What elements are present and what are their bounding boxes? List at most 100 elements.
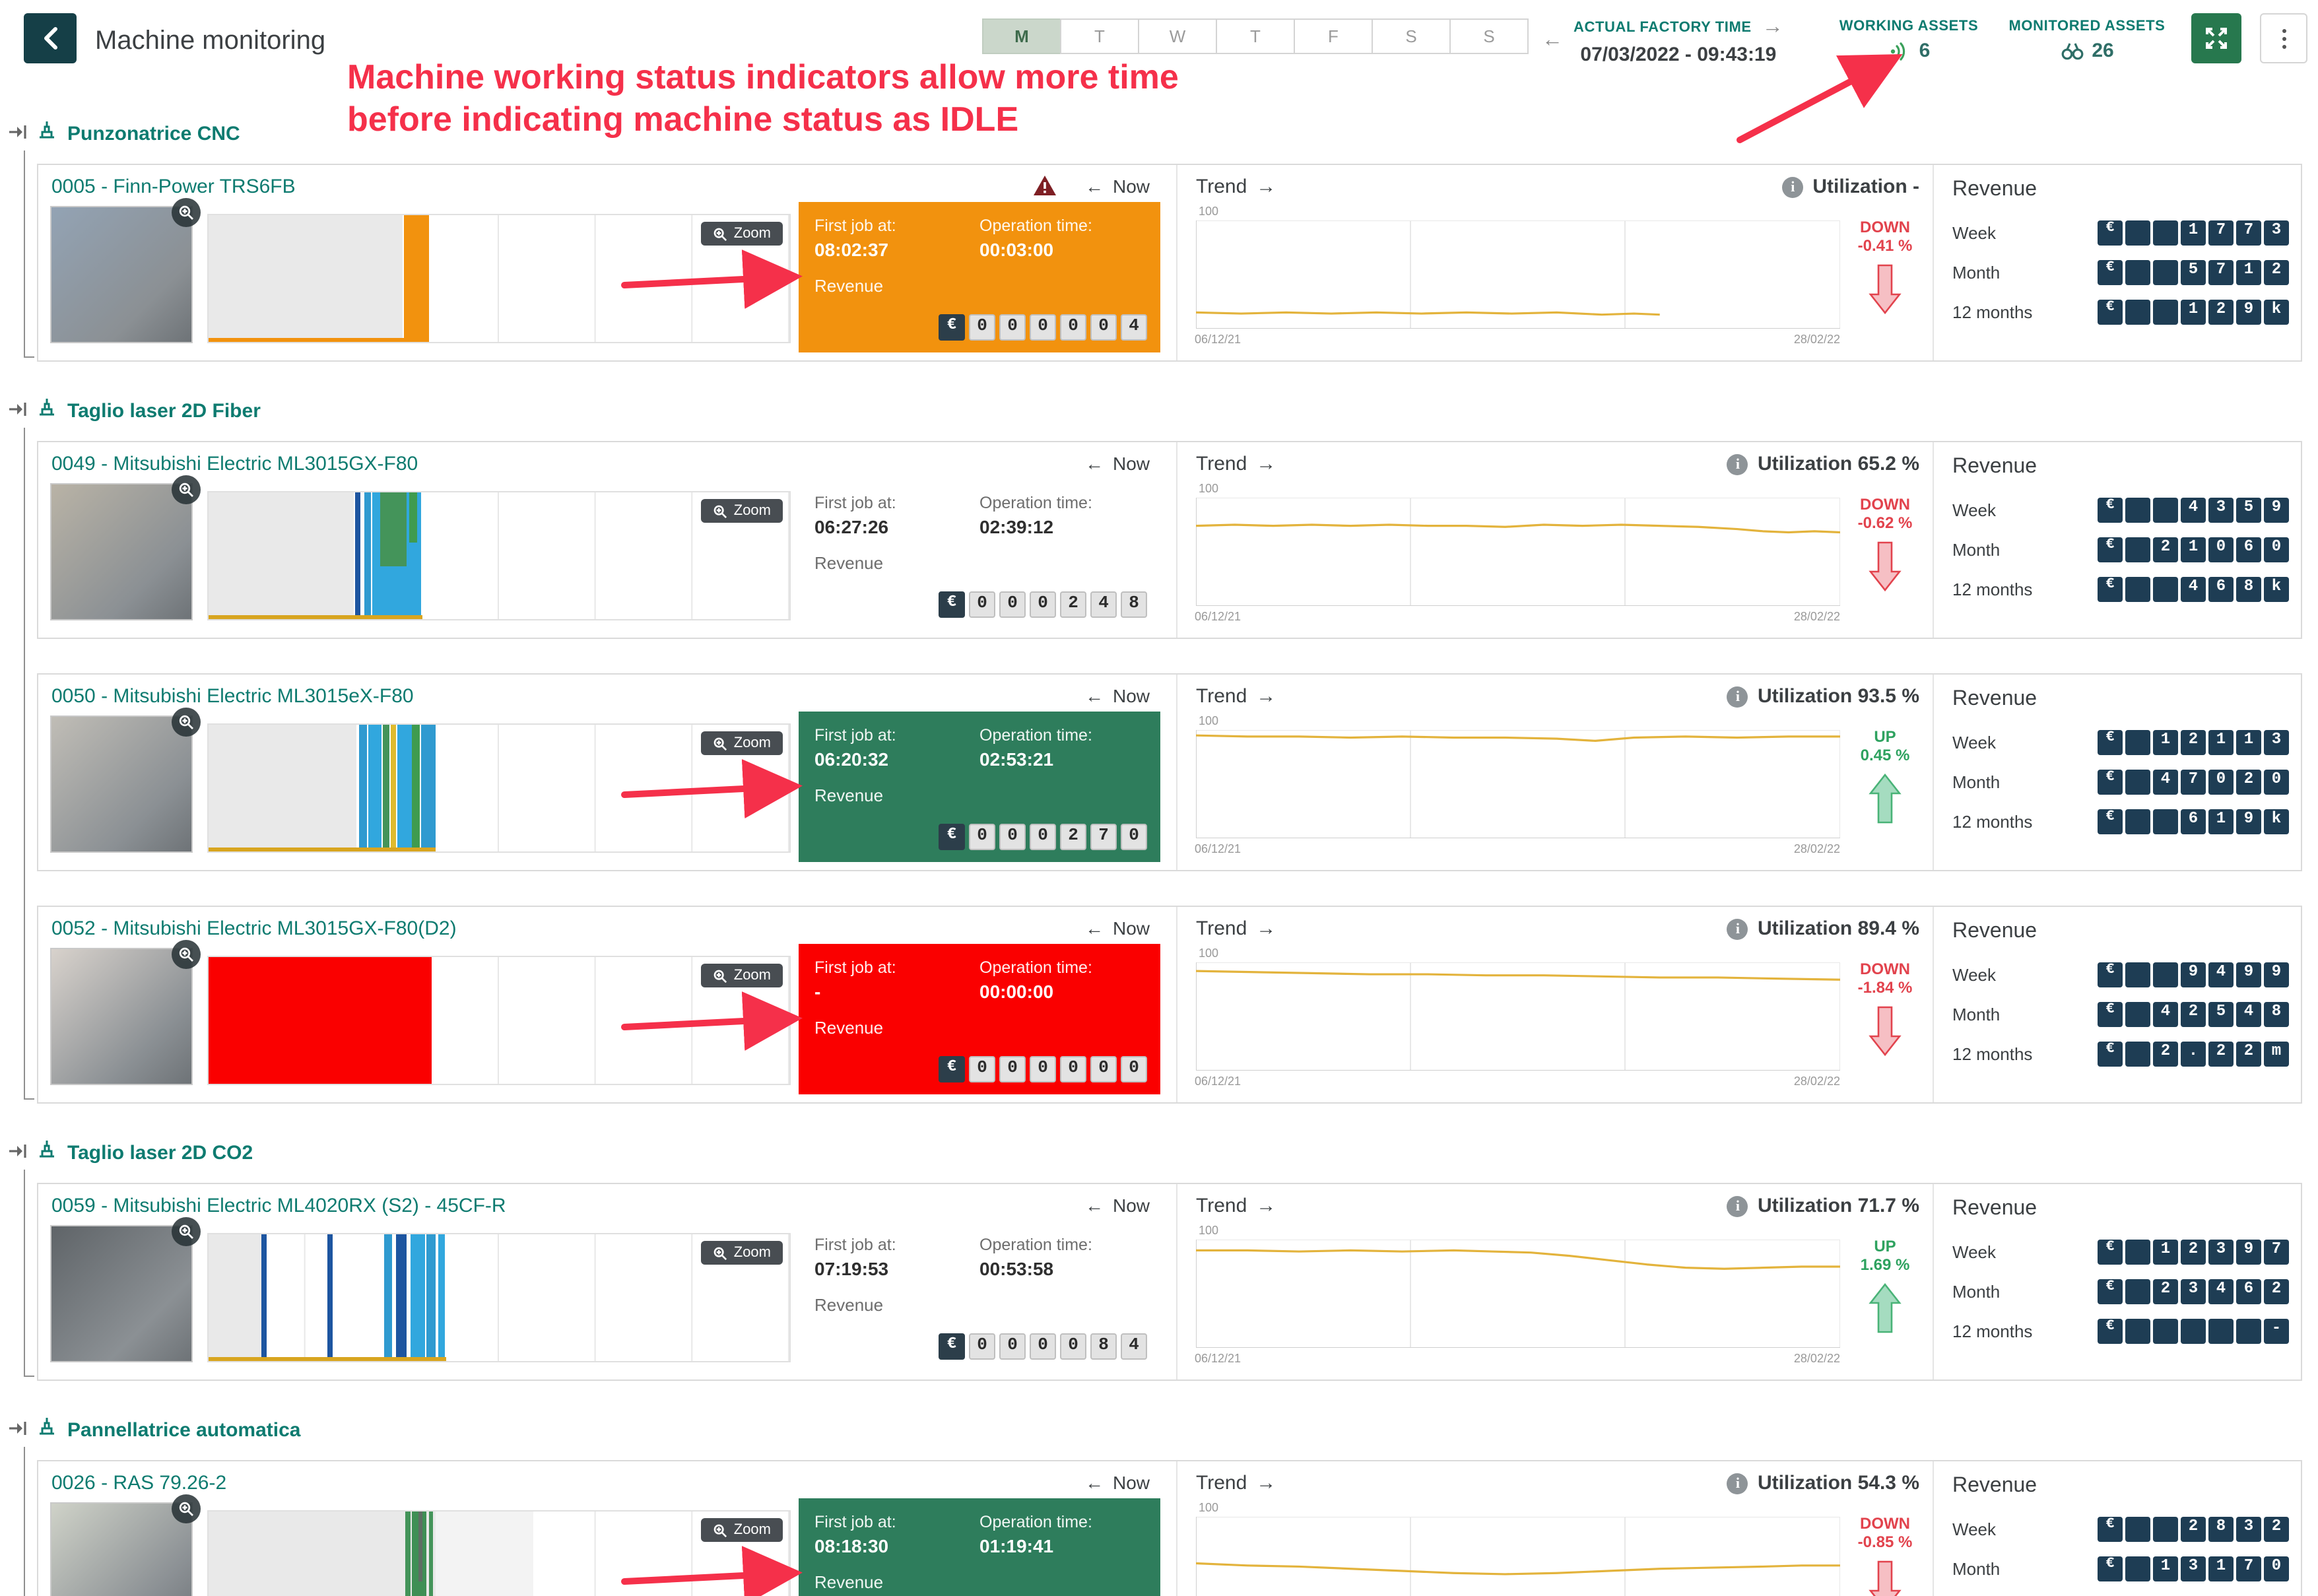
trend-section: Trend → i Utilization - 100 06/12/21 28/… bbox=[1176, 165, 1933, 360]
revenue-row: Month €1 3 1 7 0 bbox=[1934, 1548, 2302, 1588]
magnifier-icon[interactable] bbox=[172, 940, 201, 969]
now-indicator[interactable]: ← Now bbox=[1085, 1472, 1150, 1493]
counter-digit: 0 bbox=[1090, 1056, 1117, 1082]
zoom-button[interactable]: Zoom bbox=[700, 1241, 783, 1265]
group-expand-icon[interactable] bbox=[8, 400, 28, 425]
more-options-button[interactable] bbox=[2260, 13, 2307, 63]
now-indicator[interactable]: ← Now bbox=[1085, 1195, 1150, 1216]
euro-icon: € bbox=[2098, 1279, 2123, 1304]
now-indicator[interactable]: ← Now bbox=[1085, 176, 1150, 197]
info-icon[interactable]: i bbox=[1727, 453, 1748, 475]
revenue-row-label: Month bbox=[1952, 1558, 2001, 1578]
group-expand-icon[interactable] bbox=[8, 123, 28, 148]
revenue-digit bbox=[2236, 1318, 2261, 1343]
group-expand-icon[interactable] bbox=[8, 1419, 28, 1444]
magnifier-icon[interactable] bbox=[172, 1494, 201, 1523]
trend-plot[interactable] bbox=[1196, 730, 1840, 838]
day-cell-2[interactable]: W bbox=[1138, 18, 1217, 54]
machine-name[interactable]: 0050 - Mitsubishi Electric ML3015eX-F80 bbox=[51, 685, 414, 708]
trend-plot[interactable] bbox=[1196, 498, 1840, 606]
magnifier-icon[interactable] bbox=[172, 1217, 201, 1246]
zoom-button[interactable]: Zoom bbox=[700, 1518, 783, 1542]
group-expand-icon[interactable] bbox=[8, 1142, 28, 1167]
day-cell-0[interactable]: M bbox=[982, 18, 1061, 54]
magnifier-icon[interactable] bbox=[172, 198, 201, 227]
revenue-digit: 2 bbox=[2264, 1279, 2289, 1304]
magnifier-icon[interactable] bbox=[172, 475, 201, 504]
counter-digit: 7 bbox=[1090, 824, 1117, 850]
zoom-button[interactable]: Zoom bbox=[700, 731, 783, 755]
back-button[interactable] bbox=[24, 13, 77, 63]
zoom-button[interactable]: Zoom bbox=[700, 222, 783, 246]
day-cell-3[interactable]: T bbox=[1216, 18, 1295, 54]
machine-photo[interactable] bbox=[50, 708, 201, 853]
timeline-chart[interactable]: Zoom bbox=[207, 956, 791, 1085]
euro-icon: € bbox=[2098, 537, 2123, 562]
next-day-arrow-icon[interactable]: → bbox=[1762, 16, 1783, 38]
euro-icon: € bbox=[2098, 1556, 2123, 1581]
trend-plot[interactable] bbox=[1196, 1517, 1840, 1596]
prev-day-arrow-icon[interactable]: ← bbox=[1542, 29, 1563, 51]
trend-plot[interactable] bbox=[1196, 962, 1840, 1071]
counter-digit: 0 bbox=[1030, 1056, 1056, 1082]
machine-name[interactable]: 0059 - Mitsubishi Electric ML4020RX (S2)… bbox=[51, 1195, 506, 1217]
info-icon[interactable]: i bbox=[1727, 1195, 1748, 1216]
factory-time-value: 07/03/2022 - 09:43:19 bbox=[1580, 44, 1777, 66]
arrow-right-icon: → bbox=[1256, 1472, 1276, 1494]
revenue-digit: 0 bbox=[2264, 769, 2289, 794]
timeline-chart[interactable]: Zoom bbox=[207, 214, 791, 343]
day-cell-4[interactable]: F bbox=[1294, 18, 1373, 54]
timeline-chart[interactable]: Zoom bbox=[207, 723, 791, 853]
revenue-row-label: 12 months bbox=[1952, 811, 2033, 831]
info-icon[interactable]: i bbox=[1727, 1473, 1748, 1494]
magnifier-icon bbox=[713, 227, 727, 241]
revenue-digit: 1 bbox=[2208, 1556, 2234, 1581]
fullscreen-button[interactable] bbox=[2191, 13, 2241, 63]
operation-time-value: 02:53:21 bbox=[979, 748, 1054, 770]
info-icon[interactable]: i bbox=[1727, 918, 1748, 939]
machine-name[interactable]: 0005 - Finn-Power TRS6FB bbox=[51, 176, 296, 198]
magnifier-icon[interactable] bbox=[172, 708, 201, 737]
timeline-chart[interactable]: Zoom bbox=[207, 1510, 791, 1596]
machine-name[interactable]: 0052 - Mitsubishi Electric ML3015GX-F80(… bbox=[51, 917, 457, 940]
counter-digit: 0 bbox=[999, 824, 1026, 850]
direction-label: DOWN bbox=[1860, 960, 1910, 978]
direction-label: UP bbox=[1874, 727, 1896, 746]
operation-time-label: Operation time: bbox=[979, 216, 1092, 235]
group-header: Taglio laser 2D CO2 bbox=[9, 1138, 2302, 1167]
machine-photo[interactable] bbox=[50, 940, 201, 1085]
machine-photo[interactable] bbox=[50, 1217, 201, 1362]
now-indicator[interactable]: ← Now bbox=[1085, 453, 1150, 474]
machine-name[interactable]: 0049 - Mitsubishi Electric ML3015GX-F80 bbox=[51, 453, 418, 475]
timeline-segment bbox=[209, 215, 403, 342]
day-cell-6[interactable]: S bbox=[1449, 18, 1529, 54]
info-icon[interactable]: i bbox=[1727, 686, 1748, 707]
machine-photo[interactable] bbox=[50, 1494, 201, 1596]
revenue-digit bbox=[2125, 576, 2150, 601]
trend-direction: DOWN -0.41 % bbox=[1844, 218, 1926, 322]
now-indicator[interactable]: ← Now bbox=[1085, 917, 1150, 939]
zoom-button[interactable]: Zoom bbox=[700, 499, 783, 523]
machine-name[interactable]: 0026 - RAS 79.26-2 bbox=[51, 1472, 227, 1494]
zoom-button[interactable]: Zoom bbox=[700, 964, 783, 987]
now-indicator[interactable]: ← Now bbox=[1085, 685, 1150, 706]
machine-photo[interactable] bbox=[50, 198, 201, 343]
zoom-button-label: Zoom bbox=[733, 968, 771, 983]
trend-plot[interactable] bbox=[1196, 1240, 1840, 1348]
day-cell-1[interactable]: T bbox=[1060, 18, 1139, 54]
timeline-segment bbox=[435, 1512, 534, 1596]
first-job-label: First job at: bbox=[814, 726, 896, 745]
x-axis-end-label: 28/02/22 bbox=[1793, 1352, 1840, 1365]
info-icon[interactable]: i bbox=[1782, 176, 1804, 197]
revenue-digit bbox=[2125, 1239, 2150, 1264]
counter-digit: 0 bbox=[969, 824, 995, 850]
revenue-rows: Week €9 4 9 9 Month €4 2 5 4 8 12 months €2. 2 2 m bbox=[1934, 954, 2302, 1073]
timeline-chart[interactable]: Zoom bbox=[207, 491, 791, 620]
day-cell-5[interactable]: S bbox=[1372, 18, 1451, 54]
counter-digit: 8 bbox=[1090, 1333, 1117, 1360]
machine-group: Taglio laser 2D CO2 0059 - Mitsubishi El… bbox=[9, 1138, 2302, 1381]
machine-photo[interactable] bbox=[50, 475, 201, 620]
trend-plot[interactable] bbox=[1196, 220, 1840, 329]
timeline-chart[interactable]: Zoom bbox=[207, 1233, 791, 1362]
euro-icon: € bbox=[2098, 259, 2123, 284]
